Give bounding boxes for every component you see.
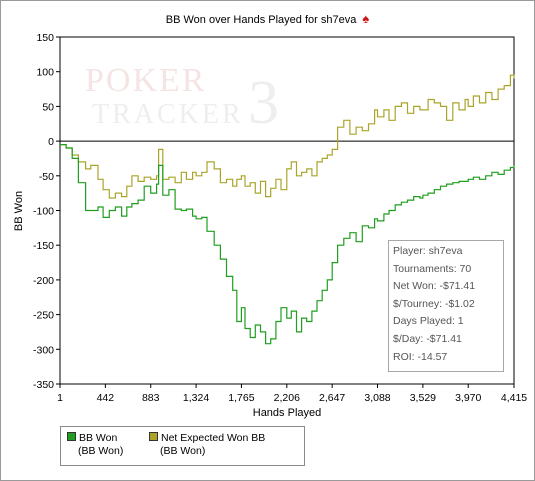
legend: BB Won (BB Won) Net Expected Won BB (BB … [60,426,305,466]
stats-annotation-box: Player: sh7eva Tournaments: 70 Net Won: … [388,240,504,372]
stat-net-won: Net Won: -$71.41 [393,280,476,293]
stat-tournaments: Tournaments: 70 [393,262,472,275]
x-tick-label: 4,415 [501,392,527,404]
y-tick-label: 0 [48,136,54,148]
legend-item-bb-won: BB Won (BB Won) [67,432,123,458]
stat-days-played: Days Played: 1 [393,315,464,328]
y-tick-label: -100 [33,206,54,218]
y-tick-label: -300 [33,344,54,356]
watermark-text-poker: POKER [85,62,206,99]
x-tick-label: 3,529 [410,392,436,404]
y-tick-label: -150 [33,240,54,252]
x-tick-label: 1,765 [228,392,254,404]
y-tick-label: -250 [33,310,54,322]
series-layer [60,74,515,345]
series-line-net-expected [60,74,515,199]
chart-title: BB Won over Hands Played for sh7eva [165,14,357,26]
x-tick-label: 2,647 [319,392,345,404]
y-tick-label: -50 [39,171,54,183]
y-tick-label: -350 [33,379,54,391]
watermark-logo: POKER TRACKER 3 [85,62,279,137]
watermark-text-tracker: TRACKER [92,99,244,130]
x-tick-label: 442 [97,392,115,404]
legend-item-net-expected: Net Expected Won BB (BB Won) [149,432,265,458]
stat-player: Player: sh7eva [393,245,463,257]
stat-per-day: $/Day: -$71.41 [393,332,462,345]
y-tick-label: -200 [33,275,54,287]
x-axis-label: Hands Played [253,407,322,419]
stat-roi: ROI: -14.57 [393,350,448,363]
series-line-bb-won [60,144,515,345]
y-tick-label: 150 [36,32,54,44]
spade-icon: ♠ [362,11,370,26]
x-tick-label: 883 [142,392,160,404]
x-tick-label: 1,324 [183,392,209,404]
y-tick-label: 50 [42,101,54,113]
chart-title-row: BB Won over Hands Played for sh7eva ♠ [0,11,535,26]
x-tick-label: 2,206 [274,392,300,404]
y-tick-label: 100 [36,67,54,79]
x-tick-label: 3,088 [364,392,390,404]
legend-sublabel-bb-won: (BB Won) [78,445,124,457]
x-tick-label: 1 [57,392,63,404]
legend-sublabel-net-expected: (BB Won) [160,445,206,457]
x-axis: 1 442 883 1,324 1,765 2,206 2,647 3,088 3,529 3,9… [57,384,527,404]
y-axis: -350 -300 -250 -200 -150 -100 -50 0 50 100 150 [33,32,60,391]
legend-swatch-bb-won [67,432,76,441]
legend-label-net-expected: Net Expected Won BB [161,432,266,444]
stat-per-tourney: $/Tourney: -$1.02 [393,297,475,310]
legend-label-bb-won: BB Won [79,432,118,444]
legend-swatch-net-expected [149,432,158,441]
x-tick-label: 3,970 [455,392,481,404]
y-axis-label: BB Won [13,191,25,231]
watermark-digit: 3 [248,69,279,137]
